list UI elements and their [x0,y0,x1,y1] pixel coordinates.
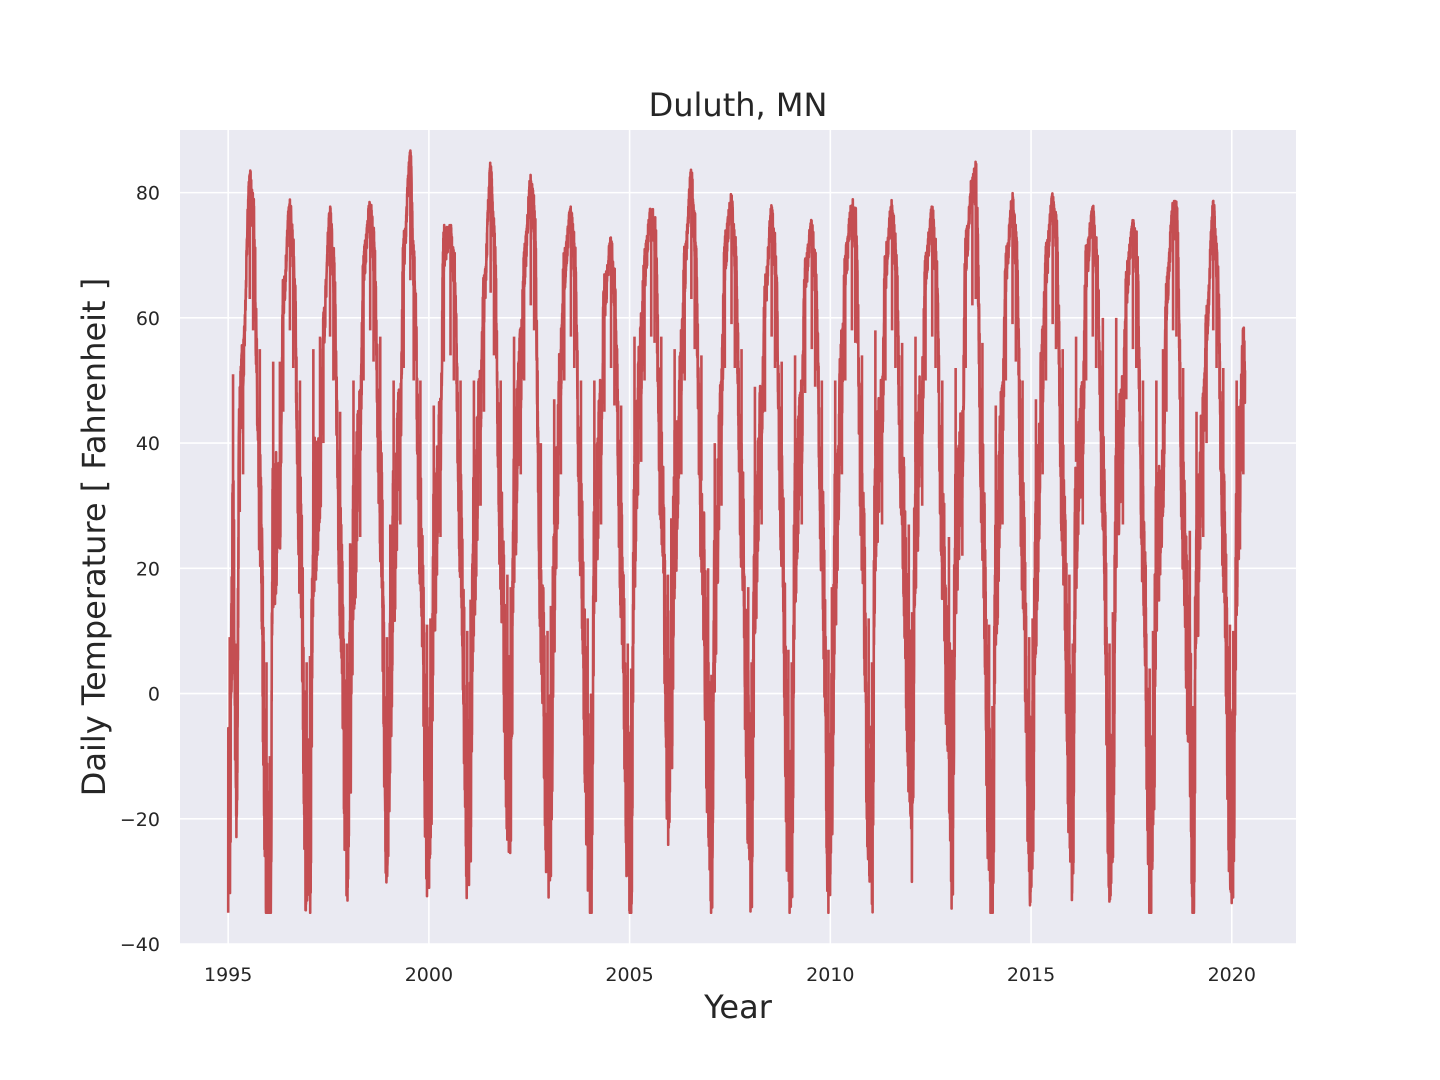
x-tick-label: 1995 [204,964,252,986]
x-tick-label: 2000 [405,964,453,986]
y-tick-label: 0 [148,684,160,706]
y-tick-labels: −40 −20 0 20 40 60 80 [120,183,160,956]
x-tick-label: 2020 [1208,964,1256,986]
y-tick-label: −40 [120,934,160,956]
temperature-series-line [226,149,1247,914]
x-tick-label: 2005 [605,964,653,986]
x-axis-label: Year [703,988,773,1026]
chart-title: Duluth, MN [649,86,828,124]
x-tick-label: 2015 [1007,964,1055,986]
x-tick-labels: 1995 2000 2005 2010 2015 2020 [204,964,1256,986]
y-tick-label: 60 [136,308,160,330]
series-layer [226,149,1247,914]
y-tick-label: 20 [136,558,160,580]
x-tick-label: 2010 [806,964,854,986]
y-tick-label: −20 [120,809,160,831]
y-axis-label: Daily Temperature [ Fahrenheit ] [75,278,113,797]
y-tick-label: 80 [136,183,160,205]
y-tick-label: 40 [136,433,160,455]
